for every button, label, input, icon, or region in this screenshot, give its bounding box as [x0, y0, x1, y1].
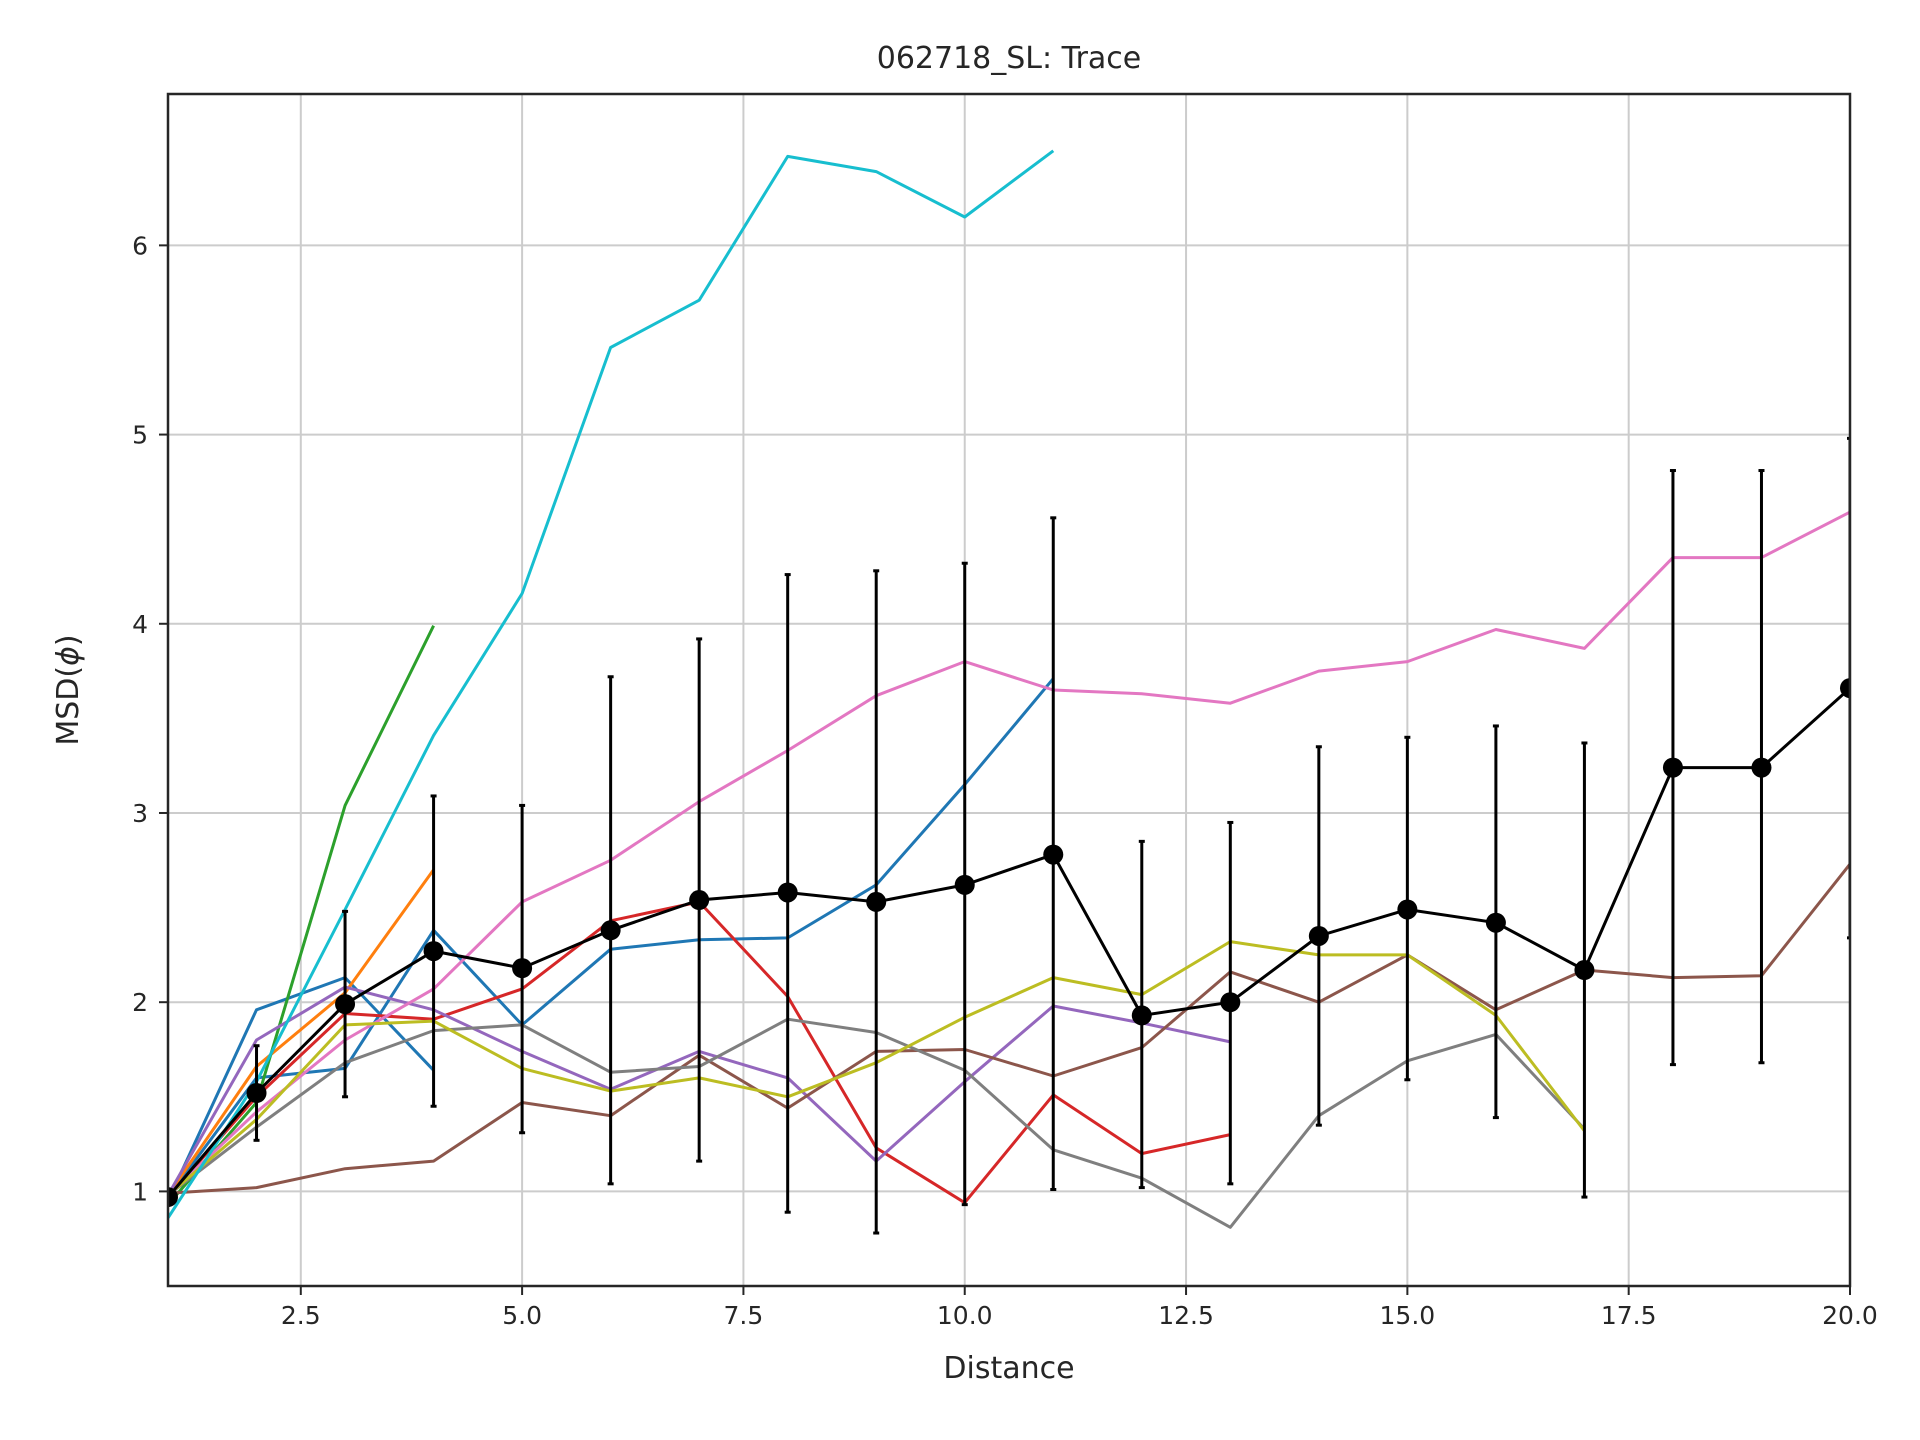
x-tick-label: 7.5 — [724, 1301, 764, 1330]
mean-point — [423, 941, 444, 962]
mean-point — [512, 958, 533, 979]
mean-point — [1574, 960, 1595, 981]
mean-point — [168, 1187, 178, 1208]
x-tick-label: 20.0 — [1822, 1301, 1878, 1330]
mean-point — [1751, 757, 1772, 778]
x-tick-label: 5.0 — [502, 1301, 542, 1330]
mean-point — [1220, 992, 1241, 1013]
mean-point — [1397, 899, 1418, 920]
x-tick-label: 10.0 — [937, 1301, 993, 1330]
y-axis-label-main: MSD( — [51, 666, 86, 746]
x-tick-label: 17.5 — [1601, 1301, 1657, 1330]
mean-line — [168, 686, 1850, 1199]
mean-point — [1840, 678, 1850, 699]
mean-point — [1485, 912, 1506, 933]
y-tick-label: 4 — [132, 610, 148, 639]
y-tick-label: 5 — [132, 421, 148, 450]
y-tick-label: 6 — [132, 231, 148, 260]
plot-frame — [166, 92, 1852, 1288]
mean-point — [777, 882, 798, 903]
x-tick-label: 12.5 — [1158, 1301, 1214, 1330]
y-tick-label: 1 — [132, 1177, 148, 1206]
axis-ticks: 2.5 5.0 7.5 10.0 12.5 15.0 17.5 20.0 1 2 3 4 5 6 — [132, 231, 1878, 1330]
chart-title: 062718_SL: Trace — [877, 41, 1142, 76]
mean-point — [689, 890, 710, 911]
series-line-8 — [168, 510, 1850, 1197]
mean-point — [335, 994, 356, 1015]
x-tick-label: 15.0 — [1380, 1301, 1436, 1330]
y-axis-label-symbol: ϕ — [51, 646, 86, 666]
x-axis-label: Distance — [943, 1351, 1074, 1386]
mean-point — [1131, 1005, 1152, 1026]
series-line-7 — [168, 863, 1850, 1195]
mean-point — [954, 874, 975, 895]
y-axis-label: MSD(ϕ) — [51, 634, 86, 745]
y-axis-label-close: ) — [51, 634, 86, 646]
mean-point — [1662, 757, 1683, 778]
y-tick-label: 2 — [132, 988, 148, 1017]
series-line-11 — [168, 149, 1055, 1219]
series-line-3 — [168, 868, 435, 1197]
x-tick-label: 2.5 — [281, 1301, 321, 1330]
mean-point — [1308, 925, 1329, 946]
mean-point — [1043, 844, 1064, 865]
y-tick-label: 3 — [132, 799, 148, 828]
mean-layer — [168, 436, 1850, 1235]
mean-point — [600, 920, 621, 941]
mean-point — [246, 1083, 267, 1104]
mean-point — [866, 891, 887, 912]
